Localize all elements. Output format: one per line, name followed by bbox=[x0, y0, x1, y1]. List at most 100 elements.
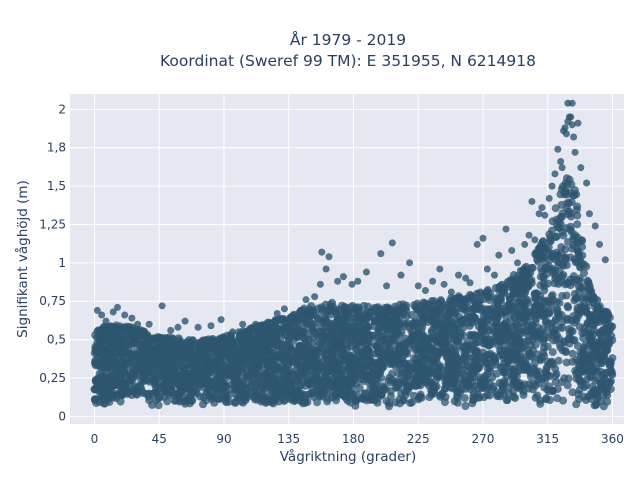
data-point bbox=[120, 346, 129, 355]
data-point bbox=[516, 337, 525, 346]
data-point bbox=[95, 341, 104, 350]
data-point bbox=[574, 282, 583, 291]
data-point bbox=[273, 365, 282, 374]
data-point bbox=[97, 383, 106, 392]
data-point bbox=[162, 383, 171, 392]
outlier-point bbox=[545, 194, 553, 202]
data-point bbox=[589, 366, 598, 375]
scatter-points bbox=[90, 99, 617, 411]
y-axis-ticks: 0 0,25 0,5 0,75 1 1,25 1,5 1,8 2 bbox=[39, 102, 66, 423]
data-point bbox=[94, 326, 103, 335]
data-point bbox=[517, 358, 526, 367]
data-point bbox=[496, 346, 505, 355]
data-point bbox=[145, 396, 154, 405]
data-point bbox=[493, 327, 502, 336]
outlier-point bbox=[440, 280, 448, 288]
data-point bbox=[516, 328, 525, 337]
data-point bbox=[235, 386, 244, 395]
x-tick-label: 0 bbox=[91, 432, 99, 446]
data-point bbox=[356, 365, 365, 374]
data-point bbox=[456, 373, 465, 382]
data-point bbox=[417, 374, 426, 383]
data-point bbox=[468, 311, 477, 320]
data-point bbox=[229, 370, 238, 379]
outlier-point bbox=[502, 225, 510, 233]
data-point bbox=[440, 339, 449, 348]
data-point bbox=[412, 306, 421, 315]
data-point bbox=[98, 349, 107, 358]
data-point bbox=[561, 346, 570, 355]
data-point bbox=[603, 309, 612, 318]
outlier-point bbox=[567, 113, 575, 121]
data-point bbox=[208, 361, 217, 370]
outlier-point bbox=[570, 133, 578, 141]
data-point bbox=[264, 359, 273, 368]
outlier-point bbox=[102, 317, 110, 325]
data-point bbox=[410, 375, 419, 384]
outlier-point bbox=[514, 259, 522, 267]
data-point bbox=[264, 341, 273, 350]
data-point bbox=[456, 332, 465, 341]
data-point bbox=[533, 391, 542, 400]
data-point bbox=[493, 390, 502, 399]
y-tick-label: 1,5 bbox=[47, 179, 66, 193]
outlier-point bbox=[541, 211, 549, 219]
data-point bbox=[211, 336, 220, 345]
data-point bbox=[562, 291, 571, 300]
data-point bbox=[474, 302, 483, 311]
data-point bbox=[470, 330, 479, 339]
data-point bbox=[556, 323, 565, 332]
outlier-point bbox=[429, 277, 437, 285]
data-point bbox=[568, 388, 577, 397]
data-point bbox=[263, 393, 272, 402]
outlier-point bbox=[339, 273, 347, 281]
data-point bbox=[293, 370, 302, 379]
data-point bbox=[478, 384, 487, 393]
chart-title-line2: Koordinat (Sweref 99 TM): E 351955, N 62… bbox=[160, 52, 536, 70]
data-point bbox=[548, 291, 557, 300]
data-point bbox=[441, 378, 450, 387]
data-point bbox=[519, 390, 528, 399]
data-point bbox=[288, 346, 297, 355]
data-point bbox=[588, 311, 597, 320]
data-point bbox=[460, 394, 469, 403]
data-point bbox=[279, 314, 288, 323]
data-point bbox=[508, 301, 517, 310]
data-point bbox=[557, 378, 566, 387]
data-point bbox=[528, 263, 537, 272]
data-point bbox=[373, 398, 382, 407]
data-point bbox=[362, 396, 371, 405]
data-point bbox=[335, 382, 344, 391]
data-point bbox=[358, 351, 367, 360]
data-point bbox=[318, 362, 327, 371]
data-point bbox=[560, 338, 569, 347]
data-point bbox=[309, 341, 318, 350]
data-point bbox=[536, 296, 545, 305]
data-point bbox=[340, 314, 349, 323]
data-point bbox=[272, 353, 281, 362]
data-point bbox=[470, 360, 479, 369]
data-point bbox=[247, 351, 256, 360]
data-point bbox=[153, 362, 162, 371]
data-point bbox=[572, 294, 581, 303]
data-point bbox=[338, 337, 347, 346]
data-point bbox=[524, 384, 533, 393]
data-point bbox=[545, 307, 554, 316]
data-point bbox=[285, 377, 294, 386]
outlier-point bbox=[121, 311, 129, 319]
data-point bbox=[271, 317, 280, 326]
data-point bbox=[101, 329, 110, 338]
outlier-point bbox=[362, 268, 370, 276]
outlier-point bbox=[583, 179, 591, 187]
data-point bbox=[593, 351, 602, 360]
outlier-point bbox=[490, 271, 498, 279]
x-tick-label: 360 bbox=[601, 432, 624, 446]
data-point bbox=[586, 354, 595, 363]
data-point bbox=[449, 384, 458, 393]
outlier-point bbox=[528, 197, 536, 205]
data-point bbox=[523, 316, 532, 325]
data-point bbox=[587, 295, 596, 304]
data-point bbox=[573, 220, 582, 229]
data-point bbox=[211, 376, 220, 385]
